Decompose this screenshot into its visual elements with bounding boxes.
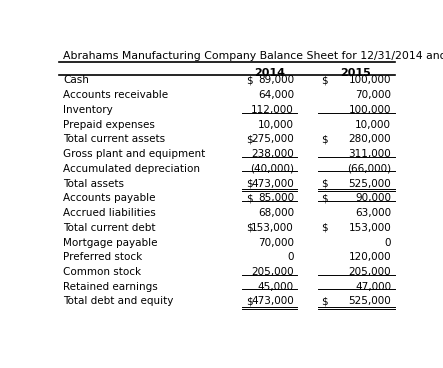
Text: Gross plant and equipment: Gross plant and equipment [63,149,205,159]
Text: Accumulated depreciation: Accumulated depreciation [63,164,200,174]
Text: Total debt and equity: Total debt and equity [63,297,173,307]
Text: Total current assets: Total current assets [63,134,165,144]
Text: Accounts receivable: Accounts receivable [63,90,168,100]
Text: $: $ [246,297,253,307]
Text: Abrahams Manufacturing Company Balance Sheet for 12/31/2014 and 12/31/2015: Abrahams Manufacturing Company Balance S… [63,51,443,61]
Text: 112,000: 112,000 [251,105,294,115]
Text: 473,000: 473,000 [251,297,294,307]
Text: $: $ [322,193,328,203]
Text: 2014: 2014 [254,68,285,78]
Text: 70,000: 70,000 [355,90,391,100]
Text: Mortgage payable: Mortgage payable [63,237,157,248]
Text: 120,000: 120,000 [349,252,391,262]
Text: $: $ [246,178,253,188]
Text: $: $ [246,223,253,233]
Text: 280,000: 280,000 [349,134,391,144]
Text: $: $ [246,75,253,85]
Text: 275,000: 275,000 [251,134,294,144]
Text: 10,000: 10,000 [355,120,391,130]
Text: 47,000: 47,000 [355,282,391,292]
Text: $: $ [246,134,253,144]
Text: $: $ [322,75,328,85]
Text: Preferred stock: Preferred stock [63,252,142,262]
Text: 153,000: 153,000 [251,223,294,233]
Text: Total current debt: Total current debt [63,223,155,233]
Text: Inventory: Inventory [63,105,113,115]
Text: 90,000: 90,000 [355,193,391,203]
Text: Total assets: Total assets [63,178,124,188]
Text: 238,000: 238,000 [251,149,294,159]
Text: $: $ [322,134,328,144]
Text: Accounts payable: Accounts payable [63,193,155,203]
Text: 63,000: 63,000 [355,208,391,218]
Text: 100,000: 100,000 [349,105,391,115]
Text: (66,000): (66,000) [347,164,391,174]
Text: $: $ [322,178,328,188]
Text: 525,000: 525,000 [348,297,391,307]
Text: 0: 0 [288,252,294,262]
Text: 10,000: 10,000 [258,120,294,130]
Text: Retained earnings: Retained earnings [63,282,158,292]
Text: 473,000: 473,000 [251,178,294,188]
Text: $: $ [322,297,328,307]
Text: Accrued liabilities: Accrued liabilities [63,208,155,218]
Text: 0: 0 [385,237,391,248]
Text: 85,000: 85,000 [258,193,294,203]
Text: 205,000: 205,000 [251,267,294,277]
Text: Common stock: Common stock [63,267,141,277]
Text: (40,000): (40,000) [250,164,294,174]
Text: $: $ [246,193,253,203]
Text: 64,000: 64,000 [258,90,294,100]
Text: 525,000: 525,000 [348,178,391,188]
Text: 205,000: 205,000 [349,267,391,277]
Text: 70,000: 70,000 [258,237,294,248]
Text: 68,000: 68,000 [258,208,294,218]
Text: $: $ [322,223,328,233]
Text: 89,000: 89,000 [258,75,294,85]
Text: 2015: 2015 [340,68,371,78]
Text: 311,000: 311,000 [348,149,391,159]
Text: 45,000: 45,000 [258,282,294,292]
Text: Prepaid expenses: Prepaid expenses [63,120,155,130]
Text: 153,000: 153,000 [348,223,391,233]
Text: 100,000: 100,000 [349,75,391,85]
Text: Cash: Cash [63,75,89,85]
